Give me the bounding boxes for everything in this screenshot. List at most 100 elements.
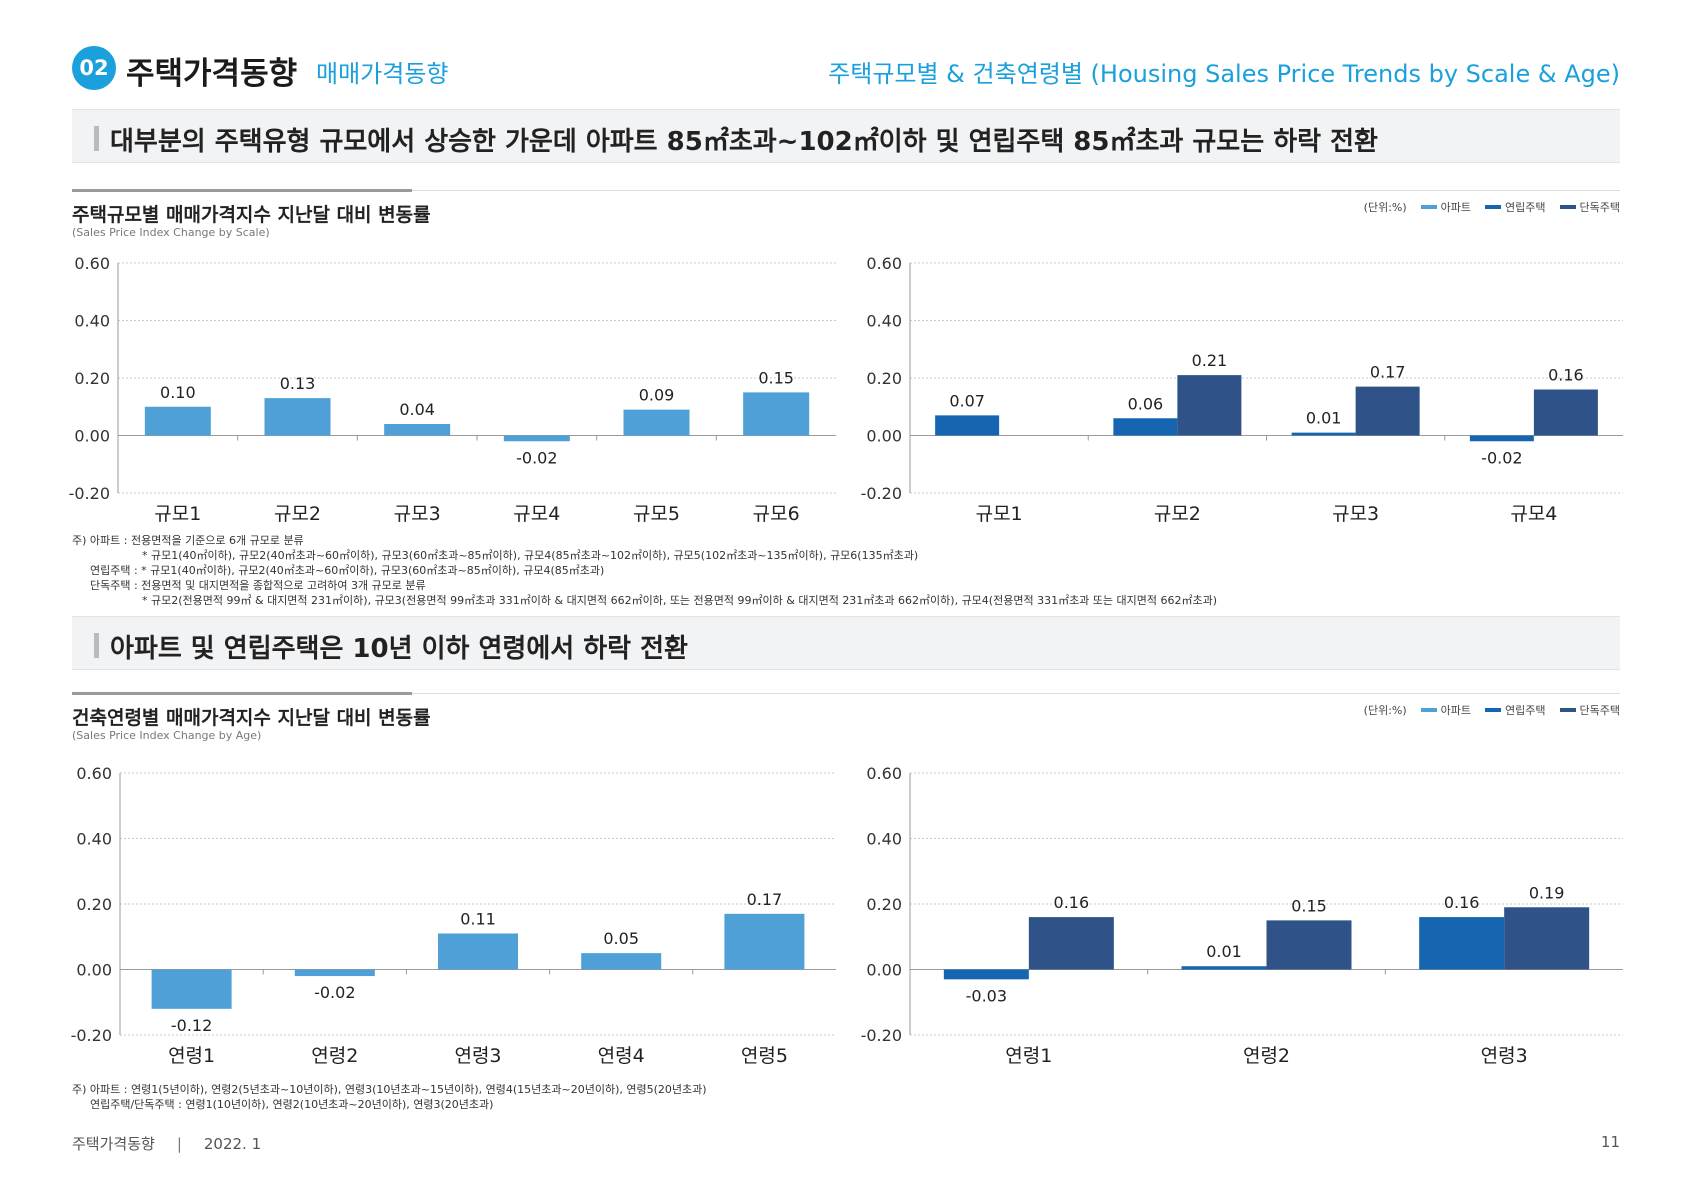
- legend-item-detached: 단독주택: [1559, 702, 1620, 718]
- data-label: 0.01: [1206, 942, 1242, 961]
- data-label: 0.07: [949, 391, 985, 410]
- bar-row: [943, 969, 1029, 980]
- chart-row-detached-scale: 0.60 0.40 0.20 0.00 -0.20 규모1 0.07 규모2 0.06 0.21 규…: [861, 254, 1623, 525]
- section1-chart-title: 주택규모별 매매가격지수 지난달 대비 변동률: [72, 204, 431, 226]
- section2-banner: 아파트 및 연립주택은 10년 이하 연령에서 하락 전환: [72, 616, 1620, 670]
- y-tick-label: 0.20: [74, 369, 110, 388]
- data-label: 0.15: [758, 368, 794, 387]
- bar-apt: [294, 969, 375, 977]
- data-label: 0.11: [460, 909, 496, 928]
- footer-left: 주택가격동향 | 2022. 1: [72, 1135, 262, 1153]
- y-tick-label: -0.20: [71, 1026, 112, 1045]
- data-label: 0.10: [160, 383, 196, 402]
- bar-apt: [384, 424, 451, 436]
- legend-swatch-apt: [1420, 205, 1437, 209]
- legend-swatch-detached: [1559, 708, 1576, 712]
- x-category-label: 규모4: [513, 503, 560, 525]
- note-line: * 규모1(40㎡이하), 규모2(40㎡초과~60㎡이하), 규모3(60㎡초…: [142, 549, 919, 562]
- page-subtitle: 매매가격동향: [316, 60, 449, 88]
- note-line: 연립주택/단독주택 : 연령1(10년이하), 연령2(10년초과~20년이하)…: [90, 1098, 494, 1111]
- y-tick-label: 0.60: [76, 764, 112, 783]
- y-tick-label: -0.20: [861, 1026, 902, 1045]
- note-line: 연립주택 : * 규모1(40㎡이하), 규모2(40㎡초과~60㎡이하), 규…: [90, 564, 605, 577]
- bar-apt: [623, 409, 690, 436]
- section2-legend: (단위:%) 아파트 연립주택 단독주택: [1364, 702, 1620, 718]
- data-label: 0.01: [1306, 409, 1342, 428]
- y-tick-label: 0.00: [866, 961, 902, 980]
- legend-swatch-row: [1485, 205, 1502, 209]
- legend-swatch-detached: [1559, 205, 1576, 209]
- bar-apt: [151, 969, 232, 1009]
- y-tick-label: 0.40: [866, 312, 902, 331]
- legend-label-apt: 아파트: [1440, 201, 1472, 214]
- data-label: 0.17: [747, 890, 783, 909]
- section1-title-underline: [72, 189, 412, 192]
- footer-publication: 주택가격동향: [72, 1135, 155, 1153]
- bar-row: [1181, 966, 1267, 970]
- page-title: 주택가격동향: [126, 56, 298, 92]
- data-label: 0.16: [1444, 893, 1480, 912]
- legend-unit: (단위:%): [1363, 704, 1407, 717]
- bar-apt: [743, 392, 810, 436]
- y-tick-label: 0.00: [866, 427, 902, 446]
- x-category-label: 규모4: [1510, 503, 1557, 525]
- bar-detached: [1355, 386, 1420, 436]
- data-label: 0.17: [1370, 363, 1406, 382]
- chart-apt-scale: 0.60 0.40 0.20 0.00 -0.20 규모1 0.10 규모2 0.13 규모3 0.…: [69, 254, 836, 525]
- data-label: 0.04: [399, 400, 435, 419]
- y-tick-label: 0.20: [866, 895, 902, 914]
- x-category-label: 연령2: [311, 1045, 358, 1067]
- x-category-label: 규모3: [394, 503, 441, 525]
- bar-row: [1419, 917, 1505, 970]
- y-tick-label: 0.40: [76, 830, 112, 849]
- banner-accent-bar: [94, 633, 99, 658]
- section2-divider: [72, 693, 1620, 694]
- section2-chart-title-en: (Sales Price Index Change by Age): [72, 729, 262, 742]
- section1-legend: (단위:%) 아파트 연립주택 단독주택: [1364, 199, 1620, 215]
- y-tick-label: 0.20: [76, 895, 112, 914]
- data-label: 0.09: [639, 386, 675, 405]
- chart-row-detached-age: 0.60 0.40 0.20 0.00 -0.20 연령1 -0.03 0.16 연령2 0.01…: [861, 764, 1623, 1067]
- data-label: 0.16: [1054, 893, 1090, 912]
- y-tick-label: 0.60: [866, 764, 902, 783]
- x-category-label: 규모5: [633, 503, 680, 525]
- legend-swatch-apt: [1420, 708, 1437, 712]
- bar-apt: [503, 435, 570, 442]
- y-tick-label: 0.40: [866, 830, 902, 849]
- note-line: 주) 아파트 : 전용면적을 기준으로 6개 규모로 분류: [72, 534, 304, 547]
- data-label: 0.19: [1529, 883, 1565, 902]
- bar-row: [1469, 435, 1534, 442]
- legend-label-row: 연립주택: [1505, 201, 1546, 214]
- x-category-label: 연령1: [168, 1045, 215, 1067]
- data-label: 0.06: [1128, 394, 1164, 413]
- note-line: 단독주택 : 전용면적 및 대지면적을 종합적으로 고려하여 3개 규모로 분류: [90, 579, 426, 592]
- section2-chart-title: 건축연령별 매매가격지수 지난달 대비 변동률: [72, 707, 431, 729]
- x-category-label: 연령4: [598, 1045, 645, 1067]
- bar-row: [1291, 432, 1356, 436]
- x-category-label: 규모1: [154, 503, 201, 525]
- data-label: 0.13: [280, 374, 316, 393]
- x-category-label: 규모6: [753, 503, 800, 525]
- footer-date: 2022. 1: [203, 1135, 262, 1153]
- bar-detached: [1533, 389, 1598, 436]
- legend-unit: (단위:%): [1363, 201, 1407, 214]
- data-label: -0.03: [966, 986, 1007, 1005]
- bar-detached: [1177, 375, 1242, 436]
- legend-label-row: 연립주택: [1505, 704, 1546, 717]
- bar-row: [1113, 418, 1178, 436]
- bar-row: [935, 415, 1000, 436]
- bar-detached: [1028, 917, 1114, 970]
- y-tick-label: 0.00: [74, 427, 110, 446]
- y-tick-label: 0.00: [76, 961, 112, 980]
- section2-banner-text: 아파트 및 연립주택은 10년 이하 연령에서 하락 전환: [110, 634, 688, 664]
- bar-apt: [144, 406, 211, 436]
- x-category-label: 연령3: [454, 1045, 501, 1067]
- x-category-label: 연령3: [1481, 1045, 1528, 1067]
- section1-banner: 대부분의 주택유형 규모에서 상승한 가운데 아파트 85㎡초과~102㎡이하 …: [72, 109, 1620, 163]
- bar-detached: [1266, 920, 1352, 970]
- bar-apt: [581, 953, 662, 970]
- x-category-label: 연령1: [1005, 1045, 1052, 1067]
- data-label: 0.16: [1548, 366, 1584, 385]
- y-tick-label: 0.20: [866, 369, 902, 388]
- bar-detached: [1504, 907, 1590, 970]
